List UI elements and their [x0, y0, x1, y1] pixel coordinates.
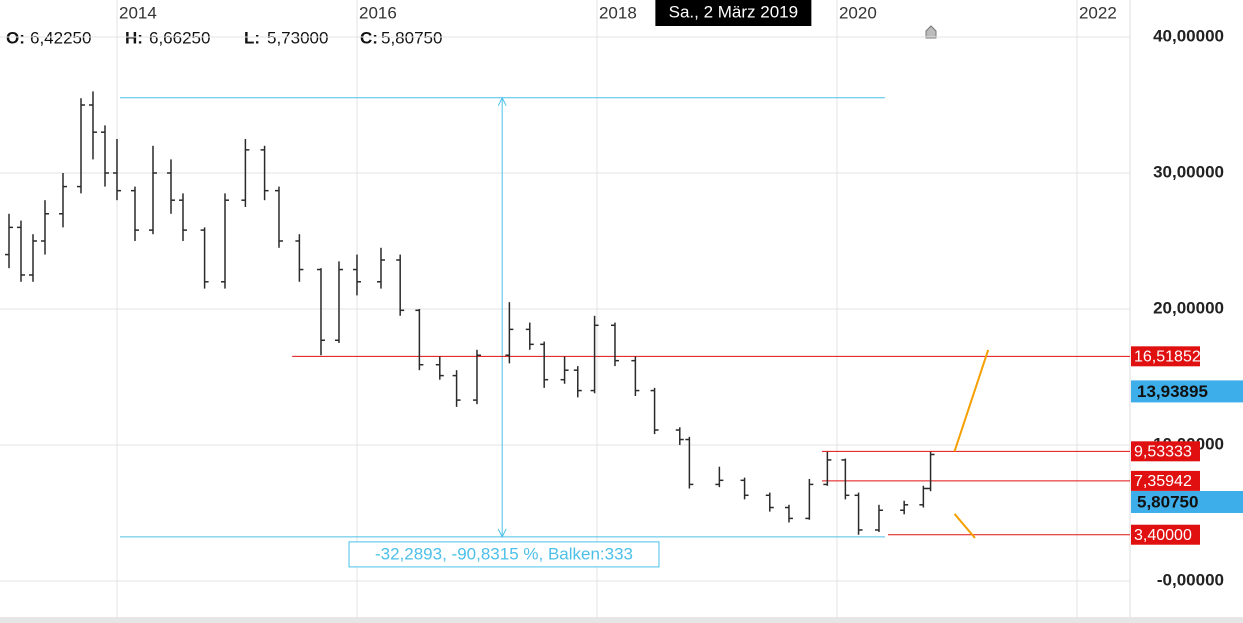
bottom-bar	[0, 617, 1243, 623]
line-tag-label: 9,53333	[1134, 444, 1192, 461]
ohlc-header: O: 6,42250 H: 6,66250 L: 5,73000 C: 5,80…	[6, 28, 442, 47]
trend-line	[953, 349, 990, 452]
price-tag	[1131, 380, 1243, 403]
arrow-head	[497, 528, 507, 539]
arrow-head	[497, 96, 507, 107]
x-tick-label: 2022	[1079, 3, 1117, 22]
line-tag-label: 16,51852	[1134, 349, 1201, 366]
measure-box	[348, 541, 660, 568]
header-label: H:	[125, 28, 143, 47]
y-tick-label: 30,00000	[1153, 162, 1224, 181]
x-tick-label: 2016	[359, 3, 397, 22]
y-tick-label: 40,00000	[1153, 26, 1224, 45]
price-tag-label: 13,93895	[1137, 382, 1208, 401]
line-tag-label: 7,35942	[1134, 473, 1192, 490]
line-tag	[1131, 441, 1200, 462]
line-tag	[1131, 470, 1200, 491]
trend-line	[953, 513, 976, 539]
header-value: 6,66250	[149, 28, 210, 47]
line-tag	[1131, 346, 1200, 367]
header-value: 5,73000	[267, 28, 328, 47]
x-tick-label: 2014	[119, 3, 157, 22]
crosshair-label: Sa., 2 März 2019	[669, 2, 798, 21]
marker-icon[interactable]	[925, 25, 937, 39]
x-tick-label: 2018	[599, 3, 637, 22]
crosshair-box	[655, 0, 812, 26]
line-tag-label: 3,40000	[1134, 527, 1192, 544]
line-tag	[1131, 524, 1200, 545]
header-label: L:	[244, 28, 260, 47]
header-label: C:	[360, 28, 378, 47]
x-tick-label: 2020	[839, 3, 877, 22]
price-tag-label: 5,80750	[1137, 492, 1198, 511]
price-tag	[1131, 490, 1243, 513]
y-tick-label: 20,00000	[1153, 298, 1224, 317]
header-value: 6,42250	[30, 28, 91, 47]
y-tick-label: -0,00000	[1157, 570, 1224, 589]
header-label: O:	[6, 28, 25, 47]
header-value: 5,80750	[381, 28, 442, 47]
measure-label: -32,2893, -90,8315 %, Balken:333	[375, 544, 633, 563]
